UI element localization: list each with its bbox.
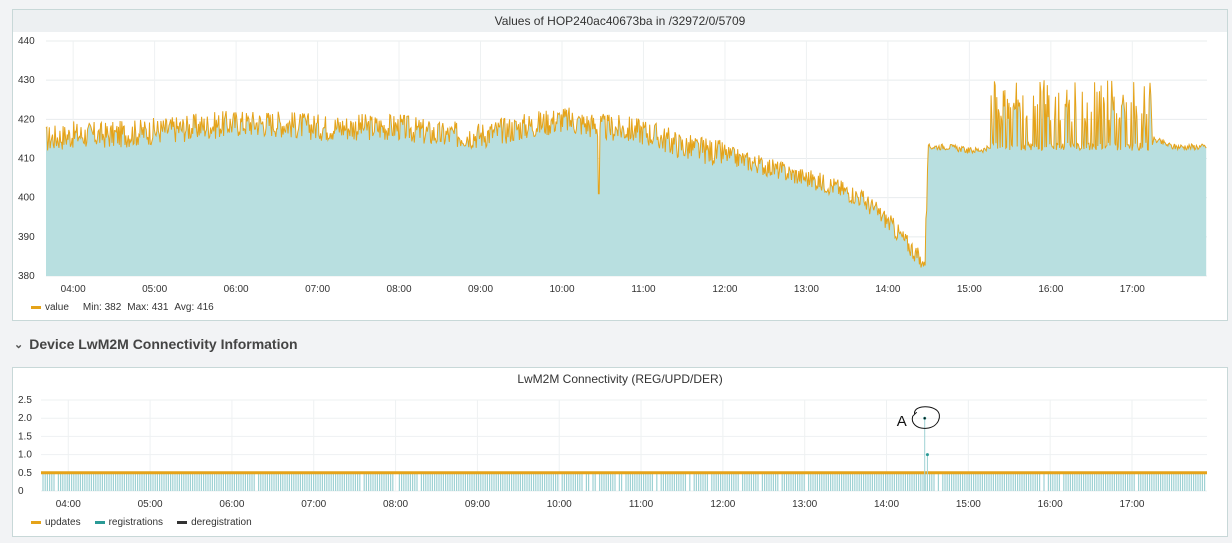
y-tick-label: 380: [18, 271, 35, 282]
connectivity-chart[interactable]: 0 0.5 1.0 1.5 2.0 2.5 04:00 05:00 06:00 07:00 08:0…: [13, 368, 1229, 538]
x-tick-label: 07:00: [305, 284, 330, 295]
section-title: Device LwM2M Connectivity Information: [29, 336, 298, 352]
y-tick-label: 410: [18, 154, 35, 165]
chart-legend: value Min: 382 Max: 431 Avg: 416: [31, 302, 214, 313]
x-tick-label: 06:00: [219, 499, 244, 510]
panel-title: Values of HOP240ac40673ba in /32972/0/57…: [13, 10, 1227, 32]
y-tick-label: 2.0: [18, 413, 32, 424]
annotation-circle: [911, 406, 940, 429]
section-row-connectivity[interactable]: ⌄ Device LwM2M Connectivity Information: [14, 333, 298, 355]
legend-item-registrations[interactable]: registrations: [94, 517, 164, 528]
panel-title: LwM2M Connectivity (REG/UPD/DER): [517, 372, 723, 386]
legend-item-updates[interactable]: updates: [31, 517, 81, 528]
series-line-value: [45, 80, 1207, 268]
legend-stat-avg: Avg: 416: [174, 302, 214, 313]
x-tick-label: 09:00: [465, 499, 490, 510]
value-chart[interactable]: 380 390 400 410 420 430 440 04:00 05:00 06:00 07:0…: [13, 10, 1229, 322]
x-tick-label: 04:00: [56, 499, 81, 510]
x-tick-label: 08:00: [383, 499, 408, 510]
updates-bars: [42, 472, 1206, 491]
y-tick-label: 0: [18, 486, 24, 497]
x-tick-label: 16:00: [1038, 499, 1063, 510]
x-tick-label: 10:00: [549, 284, 574, 295]
y-tick-label: 1.5: [18, 431, 32, 442]
y-tick-label: 0.5: [18, 468, 32, 479]
legend-stat-min: Min: 382: [82, 302, 122, 313]
legend-stat-max: Max: 431: [127, 302, 169, 313]
x-tick-label: 04:00: [61, 284, 86, 295]
connectivity-chart-panel: LwM2M Connectivity (REG/UPD/DER) 0 0.5 1.0…: [12, 367, 1228, 537]
chart-legend: updates registrations deregistration: [31, 517, 260, 528]
y-tick-label: 430: [18, 75, 35, 86]
legend-label: value: [45, 302, 69, 313]
legend-swatch: [31, 306, 41, 309]
value-chart-panel: Values of HOP240ac40673ba in /32972/0/57…: [12, 9, 1228, 321]
x-tick-label: 16:00: [1038, 284, 1063, 295]
x-tick-label: 14:00: [875, 284, 900, 295]
y-tick-label: 400: [18, 193, 35, 204]
x-tick-label: 06:00: [224, 284, 249, 295]
x-tick-label: 15:00: [957, 284, 982, 295]
legend-swatch: [31, 521, 41, 524]
x-tick-label: 11:00: [631, 284, 656, 295]
annotation-dot: [923, 417, 926, 420]
legend-item-deregistration[interactable]: deregistration: [177, 517, 252, 528]
registration-point: [925, 453, 929, 457]
legend-item-value[interactable]: value: [31, 302, 69, 313]
legend-swatch: [177, 521, 188, 524]
legend-label: updates: [45, 517, 81, 528]
x-tick-label: 08:00: [387, 284, 412, 295]
x-tick-label: 09:00: [468, 284, 493, 295]
series-area-value: [46, 80, 1207, 276]
x-tick-label: 12:00: [712, 284, 737, 295]
y-tick-label: 2.5: [18, 395, 32, 406]
x-tick-label: 05:00: [138, 499, 163, 510]
x-tick-label: 07:00: [301, 499, 326, 510]
x-tick-label: 11:00: [629, 499, 654, 510]
x-tick-label: 05:00: [142, 284, 167, 295]
x-tick-label: 13:00: [794, 284, 819, 295]
y-tick-label: 420: [18, 114, 35, 125]
legend-label: deregistration: [191, 517, 252, 528]
x-tick-label: 10:00: [547, 499, 572, 510]
y-tick-label: 440: [18, 36, 35, 47]
annotation-label: A: [897, 413, 907, 430]
x-tick-label: 12:00: [710, 499, 735, 510]
legend-swatch: [94, 521, 105, 524]
y-tick-label: 390: [18, 232, 35, 243]
x-tick-label: 14:00: [874, 499, 899, 510]
chevron-down-icon[interactable]: ⌄: [14, 338, 24, 351]
x-tick-label: 15:00: [956, 499, 981, 510]
x-tick-label: 13:00: [792, 499, 817, 510]
legend-label: registrations: [108, 517, 164, 528]
x-tick-label: 17:00: [1120, 284, 1145, 295]
x-tick-label: 17:00: [1119, 499, 1144, 510]
y-tick-label: 1.0: [18, 450, 32, 461]
